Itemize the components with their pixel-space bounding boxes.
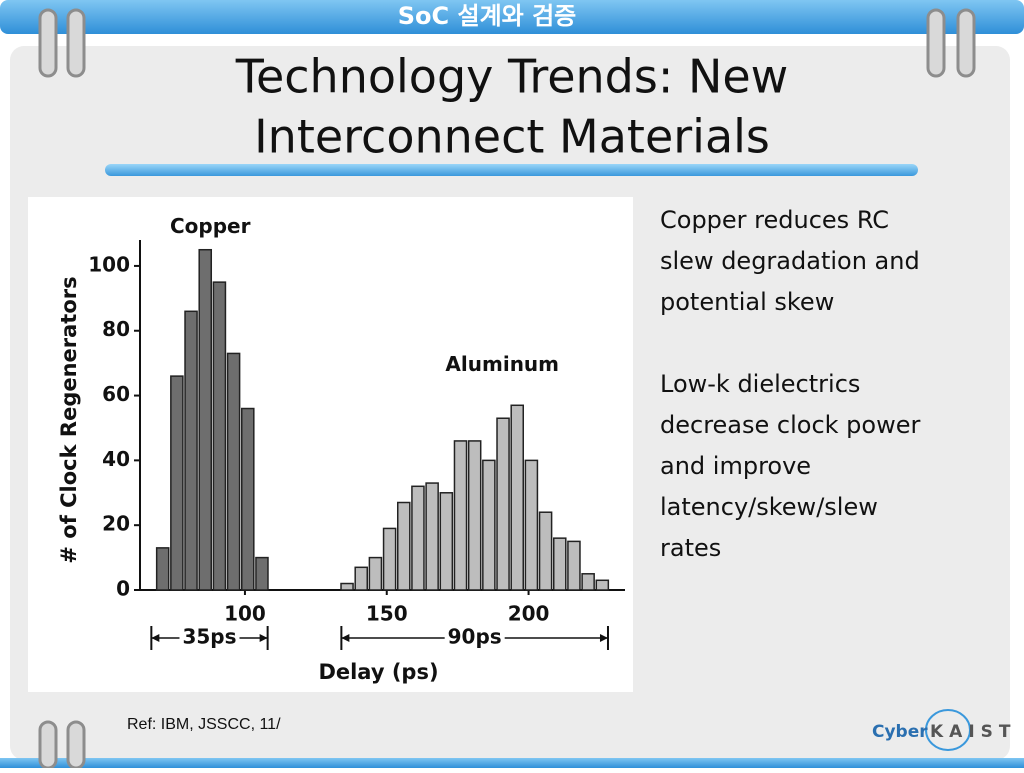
bar [255, 556, 269, 591]
logo: Cyber KAIST [872, 709, 1017, 751]
rings [38, 8, 976, 770]
bar [226, 352, 241, 591]
bar [467, 440, 482, 591]
bar [538, 511, 553, 591]
title-rule [105, 164, 918, 176]
y-tick-label: 40 [102, 447, 130, 471]
bullets: Copper reduces RC slew degradation and pot… [660, 206, 920, 562]
bullet-line: decrease clock power [660, 411, 920, 439]
logo-text: Cyber [872, 722, 928, 742]
bullet-line: slew degradation and [660, 247, 920, 275]
bar [411, 485, 425, 591]
header: SoC 설계와 검증 [398, 2, 577, 30]
y-tick-label: 80 [102, 317, 130, 341]
span-label: 35ps [182, 625, 236, 649]
bullet-line: Low-k dielectrics [660, 370, 860, 398]
bar [581, 573, 595, 591]
top-bar [0, 0, 1024, 34]
bar [340, 582, 354, 591]
bar [368, 556, 383, 591]
bar [510, 404, 524, 591]
logo-text: KAIST [930, 722, 1017, 742]
title-line: Technology Trends: New [235, 50, 789, 104]
y-tick-label: 100 [88, 252, 130, 276]
bar [453, 440, 468, 591]
y-tick-label: 0 [116, 577, 130, 601]
logo-ring [925, 709, 971, 751]
bar [552, 537, 567, 591]
x-tick-label: 200 [508, 602, 550, 626]
y-tick-label: 60 [102, 382, 130, 406]
bar [439, 492, 454, 591]
bullet-line: potential skew [660, 288, 834, 316]
title-line: Interconnect Materials [254, 110, 770, 164]
bullet-line: rates [660, 534, 721, 562]
bar [567, 540, 581, 591]
bar [241, 407, 255, 591]
bar [170, 375, 184, 591]
bar [155, 547, 170, 591]
bar [212, 281, 227, 591]
bar [382, 527, 397, 591]
bar [524, 459, 539, 591]
bar [198, 248, 213, 591]
bar [425, 482, 439, 591]
y-tick-label: 20 [102, 512, 130, 536]
bar [396, 501, 411, 591]
bullet-line: and improve [660, 452, 811, 480]
bottom-bar [0, 758, 1024, 768]
reference: Ref: IBM, JSSCC, 11/ [127, 716, 281, 733]
bullet-line: latency/skew/slew [660, 493, 878, 521]
y-axis-label: # of Clock Regenerators [57, 276, 81, 563]
bar [496, 417, 510, 591]
bullet-line: Copper reduces RC [660, 206, 889, 234]
series-label: Aluminum [445, 352, 559, 376]
series-label: Copper [170, 214, 251, 238]
bar [482, 459, 496, 591]
bar [184, 310, 198, 591]
x-tick-label: 150 [366, 602, 408, 626]
chart: 0 20 40 60 80 100 100 150 200 Delay (ps) # of Cloc… [57, 214, 625, 684]
x-axis-label: Delay (ps) [318, 660, 438, 684]
x-tick-label: 100 [224, 602, 266, 626]
bar [354, 566, 369, 591]
chart-panel [28, 197, 633, 692]
bar [595, 579, 610, 591]
span-label: 90ps [448, 625, 502, 649]
